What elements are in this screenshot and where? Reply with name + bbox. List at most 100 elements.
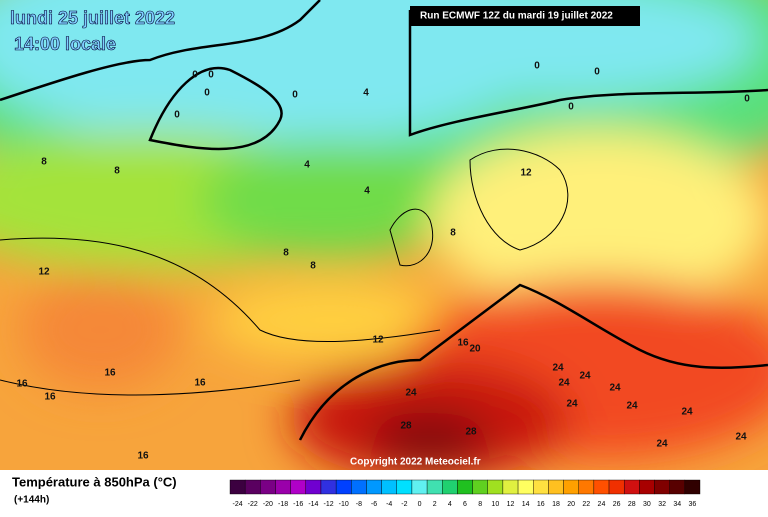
scale-label: 0 xyxy=(418,501,422,508)
scale-swatch xyxy=(260,479,276,495)
scale-label: 34 xyxy=(673,501,681,508)
contour-label: 16 xyxy=(137,451,149,462)
contour-label: 0 xyxy=(594,67,600,78)
scale-swatch xyxy=(305,479,322,495)
scale-swatch xyxy=(244,479,261,495)
contour-label: 8 xyxy=(450,228,456,239)
scale-swatch xyxy=(487,479,504,495)
contour-label: 16 xyxy=(44,392,56,403)
contour-label: 16 xyxy=(16,379,28,390)
scale-swatch xyxy=(457,479,473,495)
scale-label: -18 xyxy=(278,501,288,508)
contour-label: 24 xyxy=(656,439,668,450)
contour-label: 24 xyxy=(558,378,570,389)
scale-label: -10 xyxy=(339,501,349,508)
scale-label: 18 xyxy=(552,501,560,508)
scale-swatch xyxy=(578,479,595,495)
scale-label: 10 xyxy=(491,501,499,508)
contour-label: 0 xyxy=(192,70,198,81)
contour-label: 16 xyxy=(457,338,469,349)
contour-label: 0 xyxy=(174,110,180,121)
contour-label: 16 xyxy=(104,368,116,379)
scale-swatch xyxy=(684,479,701,495)
contour-label: 8 xyxy=(41,157,47,168)
scale-label: 20 xyxy=(567,501,575,508)
scale-label: -2 xyxy=(401,501,407,508)
contour-label: 12 xyxy=(38,267,50,278)
scale-swatch xyxy=(335,479,352,495)
scale-swatch xyxy=(442,479,458,495)
scale-label: 26 xyxy=(613,501,621,508)
scale-swatch xyxy=(366,479,382,495)
contour-label: 28 xyxy=(465,427,477,438)
scale-label: -14 xyxy=(308,501,318,508)
scale-label: 16 xyxy=(537,501,545,508)
contour-label: 24 xyxy=(609,383,621,394)
contour-label: 24 xyxy=(552,363,564,374)
contour-label: 8 xyxy=(114,166,120,177)
scale-label: 30 xyxy=(643,501,651,508)
scale-label: -16 xyxy=(293,501,303,508)
scale-swatch xyxy=(381,479,397,495)
coastlines xyxy=(0,0,768,441)
contour-label: 0 xyxy=(208,70,214,81)
contour-label: 0 xyxy=(568,102,574,113)
scale-label: -24 xyxy=(233,501,243,508)
contour-label: 8 xyxy=(310,261,316,272)
scale-swatch xyxy=(290,479,307,495)
contour-label: 8 xyxy=(283,248,289,259)
legend-title: Température à 850hPa (°C) xyxy=(12,474,177,489)
contour-label: 0 xyxy=(744,94,750,105)
scale-swatch xyxy=(472,479,488,495)
scale-swatch xyxy=(396,479,413,495)
copyright: Copyright 2022 Meteociel.fr xyxy=(350,457,481,468)
scale-label: 22 xyxy=(582,501,590,508)
scale-swatch xyxy=(533,479,549,495)
run-box xyxy=(410,6,640,26)
scale-swatch xyxy=(669,479,686,495)
contour-label: 4 xyxy=(364,186,370,197)
scale-swatch xyxy=(517,479,534,495)
scale-swatch xyxy=(548,479,564,495)
contour-label: 24 xyxy=(405,388,417,399)
scale-swatch xyxy=(320,479,337,495)
contour-label: 0 xyxy=(534,61,540,72)
scale-label: -8 xyxy=(356,501,362,508)
scale-label: 28 xyxy=(628,501,636,508)
scale-swatch xyxy=(502,479,519,495)
scale-label: 24 xyxy=(598,501,606,508)
scale-label: -20 xyxy=(263,501,273,508)
temperature-field xyxy=(0,0,768,480)
lead-time: (+144h) xyxy=(14,495,49,506)
scale-swatch xyxy=(351,479,367,495)
scale-swatch xyxy=(426,479,443,495)
scale-label: 12 xyxy=(507,501,515,508)
scale-label: 4 xyxy=(448,501,452,508)
contour-label: 20 xyxy=(469,344,481,355)
scale-label: 32 xyxy=(658,501,666,508)
scale-label: 6 xyxy=(463,501,467,508)
contour-label: 24 xyxy=(579,371,591,382)
scale-label: 8 xyxy=(478,501,482,508)
scale-swatch xyxy=(229,479,246,495)
scale-label: -4 xyxy=(386,501,392,508)
map-time: 14:00 locale xyxy=(14,34,116,54)
contour-label: 24 xyxy=(566,399,578,410)
scale-swatch xyxy=(593,479,610,495)
scale-swatch xyxy=(623,479,640,495)
contour-label: 4 xyxy=(363,88,369,99)
contour-label: 0 xyxy=(204,88,210,99)
contour-label: 12 xyxy=(520,168,532,179)
contour-label: 12 xyxy=(372,335,384,346)
scale-swatch xyxy=(411,479,428,495)
scale-label: -22 xyxy=(248,501,258,508)
scale-swatch xyxy=(275,479,291,495)
contour-label: 16 xyxy=(194,378,206,389)
scale-label: -12 xyxy=(323,501,333,508)
map-date: lundi 25 juillet 2022 xyxy=(10,8,175,28)
contour-label: 4 xyxy=(304,160,310,171)
run-info: Run ECMWF 12Z du mardi 19 juillet 2022 xyxy=(420,11,613,22)
scale-label: -6 xyxy=(371,501,377,508)
scale-swatch xyxy=(654,479,670,495)
scale-label: 14 xyxy=(522,501,530,508)
